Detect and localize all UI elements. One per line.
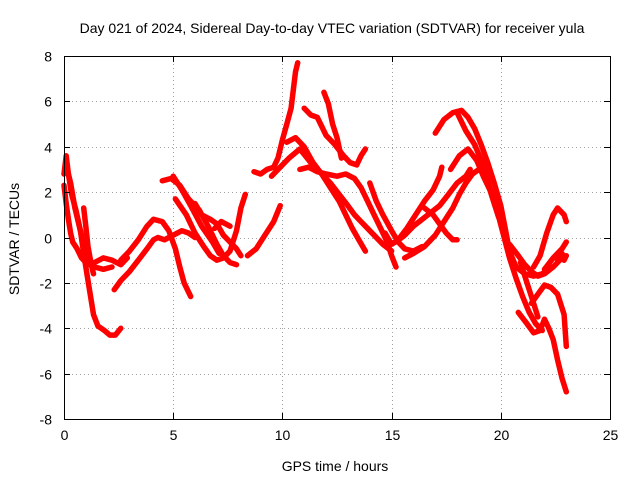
x-tick-label: 25 (603, 427, 619, 443)
chart-title: Day 021 of 2024, Sidereal Day-to-day VTE… (80, 20, 585, 36)
series-arc-9 (172, 191, 249, 263)
series-arc-8 (170, 173, 222, 257)
series-arc-1 (61, 182, 131, 268)
x-tick-label: 0 (61, 427, 69, 443)
series-arc-12 (244, 202, 283, 259)
y-tick-label: 8 (44, 49, 52, 65)
series-arc-22 (401, 166, 482, 261)
data-traces (61, 60, 570, 395)
series-arc-27 (506, 241, 565, 279)
series-arc-4 (80, 205, 97, 277)
series-arc-23 (421, 205, 460, 243)
y-tick-label: 4 (44, 140, 52, 156)
y-tick-label: 0 (44, 231, 52, 247)
series-arc-31 (530, 205, 570, 270)
series-arc-18 (321, 89, 345, 161)
series-arc-13 (251, 60, 301, 177)
y-tick-label: -4 (40, 321, 53, 337)
x-tick-label: 15 (385, 427, 401, 443)
y-tick-label: 6 (44, 94, 52, 110)
series-arc-29 (515, 309, 570, 395)
x-tick-label: 5 (170, 427, 178, 443)
series-arc-26 (454, 109, 546, 334)
series-arc-32 (541, 239, 570, 273)
x-axis-label: GPS time / hours (282, 458, 389, 474)
series-arc-15 (284, 134, 369, 254)
series-arc-30 (528, 282, 570, 350)
series-arc-21 (393, 166, 473, 245)
series-arc-5 (111, 227, 198, 293)
series-arc-11 (211, 218, 233, 232)
series-arc-10 (192, 200, 244, 259)
series-arc-6 (118, 216, 194, 300)
series-arc-14 (268, 146, 395, 254)
axis-ticks: 0 5 10 15 20 25 -8 -6 -4 -2 0 2 4 6 8 (40, 49, 619, 444)
y-tick-label: 2 (44, 185, 52, 201)
series-arc-3 (64, 166, 115, 273)
series-arc-28 (517, 259, 541, 320)
series-arc-33 (554, 250, 570, 263)
grid (64, 56, 610, 419)
x-tick-label: 20 (494, 427, 510, 443)
x-tick-label: 10 (275, 427, 291, 443)
series-arc-19 (367, 180, 425, 254)
y-axis-label: SDTVAR / TECUs (6, 183, 22, 295)
y-tick-label: -2 (40, 276, 53, 292)
y-tick-label: -6 (40, 367, 53, 383)
y-tick-label: -8 (40, 412, 53, 428)
